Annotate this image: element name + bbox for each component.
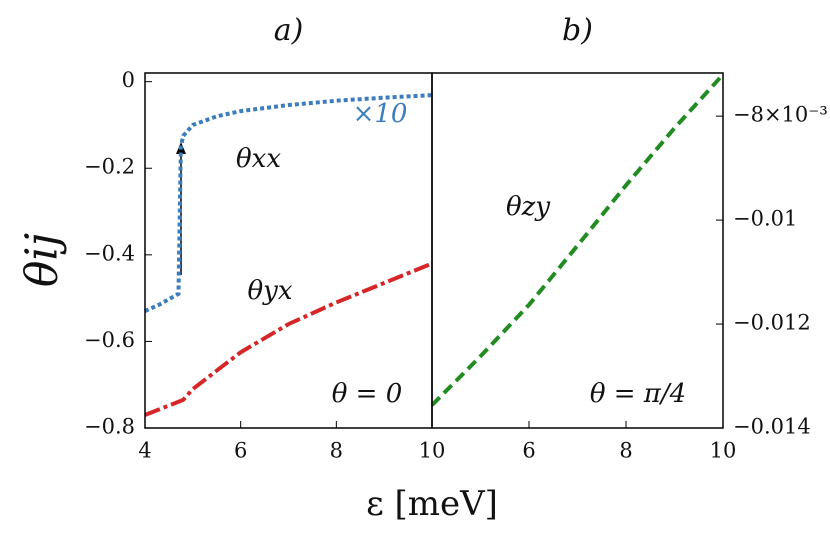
x-tick-label: 6 [522, 439, 535, 463]
line-series [144, 261, 433, 417]
y-tick-label: 0 [122, 68, 135, 92]
y-tick-label: −8×10⁻³ [733, 103, 828, 127]
panel-title: a) [274, 13, 304, 48]
annotation: θzy [506, 192, 550, 222]
y-tick-label: −0.6 [84, 328, 135, 352]
line-series [144, 93, 433, 313]
line-series [430, 73, 725, 407]
y-tick-label: −0.8 [84, 415, 135, 439]
annotation: θyx [247, 276, 292, 306]
y-tick-label: −0.2 [84, 155, 135, 179]
y-tick-label: −0.01 [733, 207, 797, 231]
x-tick-label: 10 [710, 439, 737, 463]
y-tick-label: −0.014 [733, 415, 811, 439]
annotation: θxx [236, 144, 281, 174]
y-axis-label: θij [17, 233, 68, 287]
x-tick-label: 6 [234, 439, 247, 463]
x-axis-label: ε [meV] [366, 484, 498, 524]
annotation: ×10 [353, 99, 408, 129]
y-tick-label: −0.4 [84, 241, 135, 265]
annotation: θ = 0 [332, 379, 403, 409]
annotation: θ = π/4 [590, 379, 686, 409]
panel-title: b) [562, 13, 593, 48]
x-tick-label: 8 [619, 439, 632, 463]
x-tick-label: 4 [138, 439, 151, 463]
x-tick-label: 10 [419, 439, 446, 463]
y-tick-label: −0.012 [733, 311, 811, 335]
plot-frame [431, 72, 724, 429]
x-tick-label: 8 [330, 439, 343, 463]
